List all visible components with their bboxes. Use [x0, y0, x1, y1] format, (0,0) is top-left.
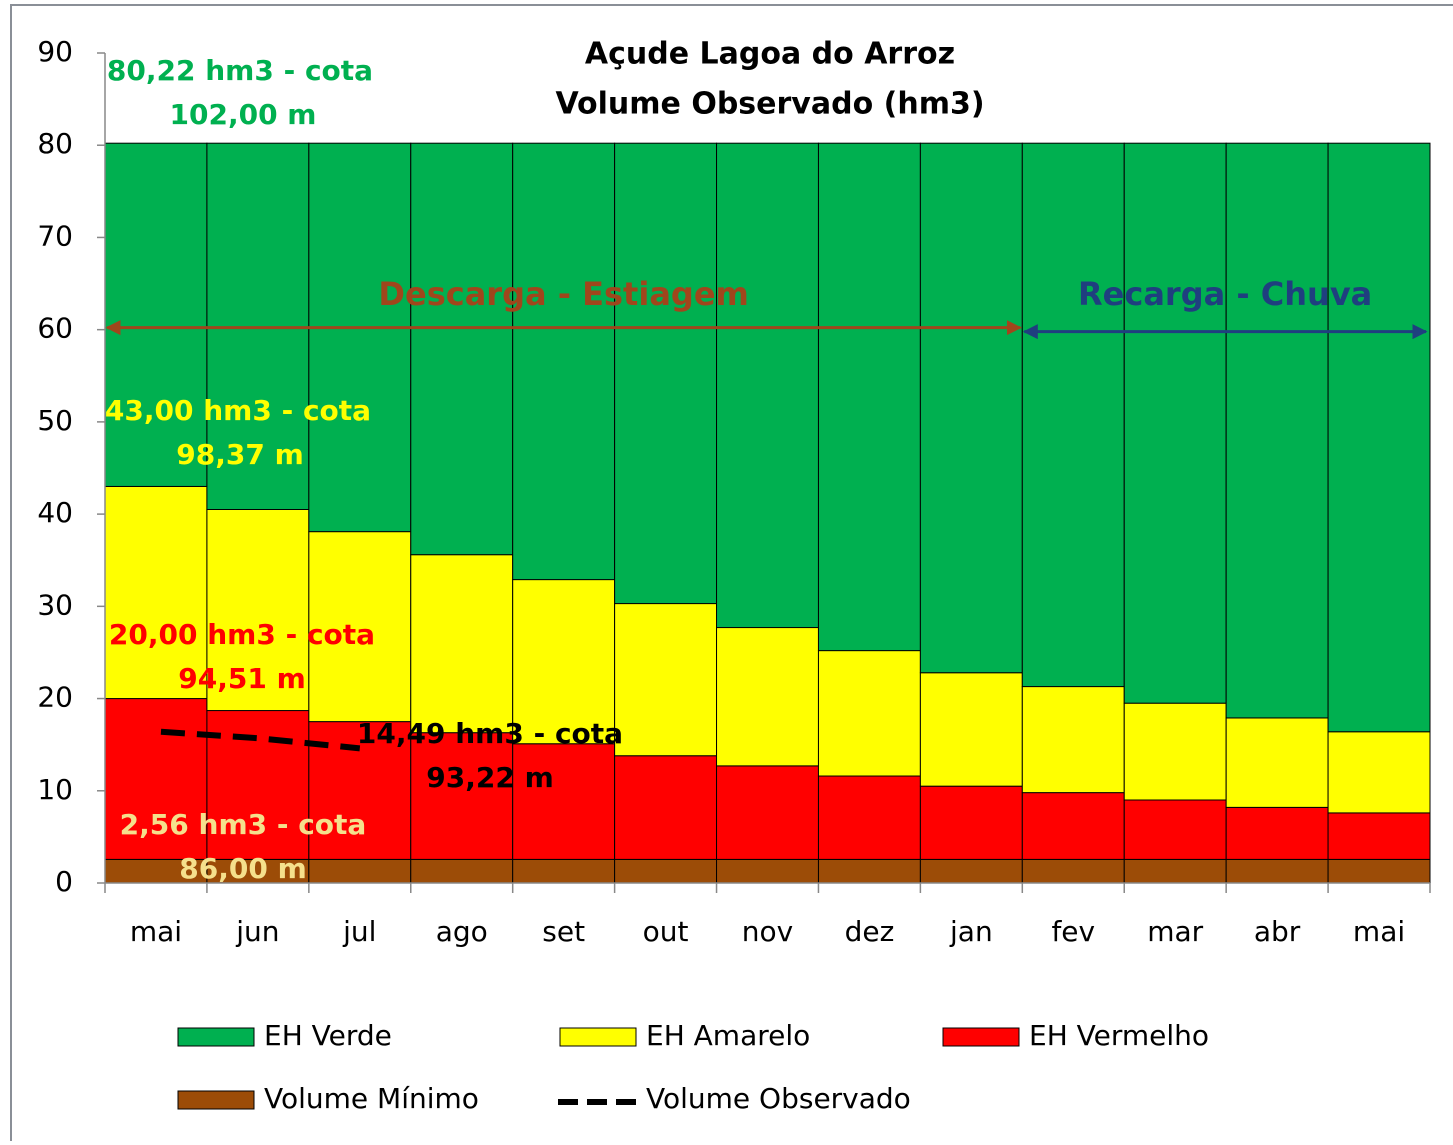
x-tick-label: jun — [235, 915, 279, 948]
y-tick-label: 40 — [37, 496, 73, 529]
bar-segment — [512, 858, 616, 884]
x-tick-label: mai — [1353, 915, 1405, 948]
bar-segment — [1327, 731, 1431, 814]
x-tick-label: ago — [436, 915, 488, 948]
x-tick-label: jan — [949, 915, 993, 948]
legend-swatch — [942, 1027, 1020, 1047]
bar-segment — [817, 142, 921, 652]
bar-segment — [308, 858, 412, 884]
annotation: 2,56 hm3 - cota — [120, 808, 367, 841]
bar-segment — [716, 142, 819, 629]
bar-segment — [308, 531, 412, 723]
bar-segment — [817, 858, 921, 884]
bar-segment — [919, 858, 1023, 884]
y-tick-label: 0 — [55, 865, 73, 898]
x-tick-label: out — [643, 915, 689, 948]
x-tick-label: set — [542, 915, 585, 948]
chart-title: Açude Lagoa do Arroz — [585, 37, 955, 72]
y-tick-label: 10 — [37, 773, 73, 806]
bar-segment — [919, 785, 1023, 860]
bar-segment — [817, 775, 921, 860]
bar-segment — [512, 743, 616, 860]
bar-segment — [206, 509, 310, 712]
bar-segment — [308, 142, 412, 533]
bar-segment — [919, 142, 1023, 674]
annotation: 94,51 m — [178, 662, 306, 695]
bar-segment — [104, 142, 208, 487]
bar-segment — [410, 858, 514, 884]
bar-segment — [104, 485, 208, 700]
annotation: 20,00 hm3 - cota — [109, 618, 375, 651]
bar-segment — [512, 579, 616, 745]
bar-segment — [1225, 858, 1329, 884]
bar-segment — [614, 755, 718, 860]
bar-segment — [1021, 792, 1125, 860]
x-tick-label: nov — [742, 915, 793, 948]
annotation: 93,22 m — [426, 761, 554, 794]
bar-segment — [614, 858, 718, 884]
bar-segment — [1123, 702, 1227, 801]
bar-segment — [1021, 686, 1125, 794]
bar-segment — [1327, 142, 1431, 733]
x-tick-label: mar — [1147, 915, 1203, 948]
legend-label: Volume Mínimo — [264, 1082, 479, 1115]
observed-line — [160, 728, 361, 752]
bar-segment — [716, 627, 819, 767]
annotation: 102,00 m — [170, 98, 317, 131]
bar-segment — [1021, 142, 1125, 688]
legend-swatch — [559, 1027, 637, 1047]
bar-segment — [919, 672, 1023, 787]
y-tick-label: 90 — [37, 35, 73, 68]
legend-swatch — [177, 1027, 255, 1047]
y-tick-label: 20 — [37, 681, 73, 714]
bar-segment — [512, 142, 616, 581]
bar-segment — [614, 142, 718, 605]
annotation: 98,37 m — [176, 438, 304, 471]
legend-label: Volume Observado — [646, 1082, 911, 1115]
period-label: Descarga - Estiagem — [378, 275, 748, 313]
bar-segment — [410, 554, 514, 734]
bar-segment — [1123, 142, 1227, 704]
y-tick-label: 70 — [37, 219, 73, 252]
period-label: Recarga - Chuva — [1078, 275, 1372, 313]
annotation: 86,00 m — [179, 852, 307, 885]
x-tick-label: fev — [1051, 915, 1095, 948]
chart-subtitle: Volume Observado (hm3) — [555, 87, 984, 122]
bar-segment — [716, 765, 819, 860]
bar-segment — [1225, 806, 1329, 860]
bar-segment — [1225, 717, 1329, 808]
x-tick-label: dez — [845, 915, 895, 948]
bar-segment — [410, 732, 514, 860]
annotation: 14,49 hm3 - cota — [357, 717, 623, 750]
legend-label: EH Amarelo — [646, 1019, 810, 1052]
legend-swatch — [177, 1090, 255, 1110]
bar-segment — [1327, 812, 1431, 860]
legend-label: EH Vermelho — [1029, 1019, 1209, 1052]
bar-segment — [1225, 142, 1329, 719]
bar-segment — [1123, 799, 1227, 860]
x-tick-label: mai — [130, 915, 182, 948]
bar-segment — [1123, 858, 1227, 884]
bar-segment — [1021, 858, 1125, 884]
annotation: 43,00 hm3 - cota — [105, 394, 371, 427]
y-tick-label: 60 — [37, 312, 73, 345]
bar-segment — [1327, 858, 1431, 884]
legend-label: EH Verde — [264, 1019, 392, 1052]
bar-segment — [614, 603, 718, 757]
annotation: 80,22 hm3 - cota — [107, 54, 373, 87]
bar-segment — [410, 142, 514, 556]
x-tick-label: jul — [342, 915, 376, 948]
bar-segment — [817, 650, 921, 777]
y-tick-label: 30 — [37, 588, 73, 621]
y-tick-label: 80 — [37, 127, 73, 160]
x-tick-label: abr — [1254, 915, 1301, 948]
y-tick-label: 50 — [37, 404, 73, 437]
bar-segment — [716, 858, 819, 884]
